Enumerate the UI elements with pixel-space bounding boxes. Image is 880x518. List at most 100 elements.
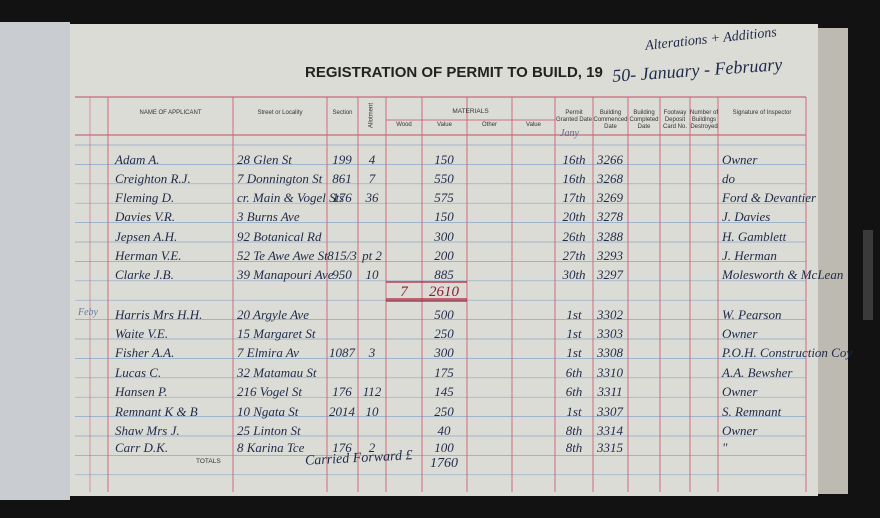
bookmark	[863, 230, 873, 320]
allotment: 10	[365, 404, 379, 419]
permit-granted: 20th	[562, 209, 586, 224]
allotment: 2	[368, 440, 376, 455]
column-header: Street or Locality	[257, 110, 303, 116]
column-group-header: MATERIALS	[452, 108, 489, 115]
street: 216 Vogel St	[237, 384, 302, 399]
month: Feby	[78, 307, 98, 318]
inspector: W. Pearson	[722, 307, 782, 322]
column-header: Other	[481, 122, 497, 128]
permit-granted: 16th	[562, 152, 586, 167]
commenced: 3308	[597, 345, 623, 360]
permit-granted: 17th	[562, 190, 586, 205]
section: 176	[332, 384, 352, 399]
name: Shaw Mrs J.	[115, 423, 180, 438]
inspector: J. Herman	[722, 248, 777, 263]
commenced: 3266	[597, 152, 623, 167]
street: 7 Elmira Av	[237, 345, 299, 360]
street: 39 Manapouri Ave	[237, 267, 334, 282]
allotment: 7	[368, 171, 376, 186]
value: 100	[434, 440, 454, 455]
name: Clarke J.B.	[115, 267, 174, 282]
inspector: Owner	[722, 326, 758, 341]
name: Harris Mrs H.H.	[115, 307, 203, 322]
totals-value: 1760	[430, 456, 458, 471]
page-edges	[818, 28, 848, 494]
permit-granted: 8th	[565, 440, 583, 455]
name: Adam A.	[115, 152, 160, 167]
allotment: pt 2	[362, 248, 382, 263]
commenced: 3269	[597, 190, 623, 205]
section: 199	[332, 152, 352, 167]
section: 176	[332, 190, 352, 205]
inspector: "	[722, 440, 728, 455]
commenced: 3268	[597, 171, 623, 186]
month-note: Jany	[560, 128, 579, 139]
street: 15 Margaret St	[237, 326, 316, 341]
inspector: H. Gamblett	[722, 229, 787, 244]
value: 150	[434, 152, 454, 167]
column-header: Value	[526, 122, 541, 128]
value: 40	[437, 423, 451, 438]
name: Fleming D.	[115, 190, 175, 205]
name: Herman V.E.	[115, 248, 182, 263]
commenced: 3314	[597, 423, 623, 438]
allotment: 10	[365, 267, 379, 282]
section: 2014	[329, 404, 355, 419]
column-header: Building Commenced Date	[593, 110, 628, 130]
commenced: 3310	[597, 365, 623, 380]
name: Waite V.E.	[115, 326, 169, 341]
totals-label: TOTALS	[196, 458, 221, 465]
commenced: 3293	[597, 248, 623, 263]
value: 500	[434, 307, 454, 322]
commenced: 3302	[597, 307, 623, 322]
inspector: P.O.H. Construction Coy	[722, 345, 853, 360]
column-header: Permit Granted Date	[555, 110, 593, 123]
name: Fisher A.A.	[115, 345, 175, 360]
street: 10 Ngata St	[237, 404, 299, 419]
name: Davies V.R.	[115, 209, 176, 224]
column-header: Signature of Inspector	[732, 110, 792, 116]
commenced: 3307	[597, 404, 623, 419]
inspector: A.A. Bewsher	[722, 365, 793, 380]
left-page	[0, 22, 70, 500]
subtotal-value: 2610	[429, 284, 459, 300]
street: 8 Karina Tce	[237, 440, 305, 455]
name: Hansen P.	[115, 384, 168, 399]
name: Remnant K & B	[115, 404, 198, 419]
street: cr. Main & Vogel Sts	[237, 190, 345, 205]
value: 300	[434, 229, 454, 244]
title: REGISTRATION OF PERMIT TO BUILD, 19	[305, 64, 603, 81]
permit-granted: 6th	[565, 384, 583, 399]
inspector: Ford & Devantier	[722, 190, 817, 205]
section: 815/3	[327, 248, 357, 263]
permit-granted: 1st	[566, 326, 582, 341]
inspector: do	[722, 171, 735, 186]
inspector: S. Remnant	[722, 404, 782, 419]
section: 861	[332, 171, 352, 186]
value: 145	[434, 384, 454, 399]
value: 575	[434, 190, 454, 205]
value: 250	[434, 404, 454, 419]
column-header: Building Completed Date	[629, 110, 659, 130]
street: 52 Te Awe Awe St	[237, 248, 328, 263]
value: 250	[434, 326, 454, 341]
permit-granted: 16th	[562, 171, 586, 186]
commenced: 3315	[597, 440, 623, 455]
street: 28 Glen St	[237, 152, 292, 167]
inspector: Owner	[722, 423, 758, 438]
section: 1087	[329, 345, 355, 360]
section: 950	[332, 267, 352, 282]
column-header: Number of Buildings Destroyed	[690, 110, 719, 130]
commenced: 3303	[597, 326, 623, 341]
commenced: 3311	[597, 384, 623, 399]
street: 92 Botanical Rd	[237, 229, 322, 244]
inspector: Owner	[722, 384, 758, 399]
permit-granted: 8th	[565, 423, 583, 438]
street: 7 Donnington St	[237, 171, 323, 186]
name: Carr D.K.	[115, 440, 169, 455]
allotment: 4	[368, 152, 376, 167]
permit-granted: 1st	[566, 307, 582, 322]
